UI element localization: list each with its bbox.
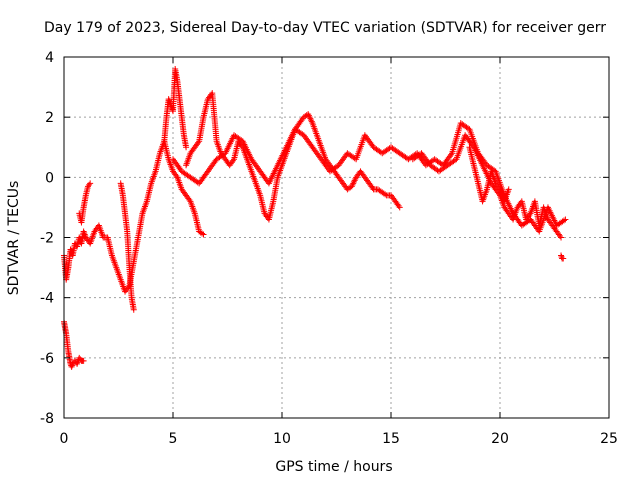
series-track-c xyxy=(76,180,94,226)
axis-ticks xyxy=(63,56,610,419)
grid-lines xyxy=(64,57,609,418)
series-track-a xyxy=(61,138,207,295)
series-track-h xyxy=(409,132,565,241)
x-tick-label: 15 xyxy=(382,431,400,447)
data-point xyxy=(562,216,569,223)
data-point xyxy=(560,255,567,262)
series-track-e xyxy=(161,66,190,151)
x-tick-label: 5 xyxy=(169,431,178,447)
data-point xyxy=(505,186,512,193)
data-point xyxy=(194,179,201,186)
data-point xyxy=(382,191,389,198)
y-tick-label: -2 xyxy=(40,231,54,247)
y-axis-label: SDTVAR / TECUs xyxy=(6,181,22,296)
x-axis-label: GPS time / hours xyxy=(275,459,392,475)
series-track-b xyxy=(61,318,87,370)
y-tick-label: 0 xyxy=(45,170,54,186)
data-point xyxy=(183,144,190,151)
x-tick-label: 25 xyxy=(600,431,618,447)
data-point xyxy=(299,131,306,138)
data-point xyxy=(560,217,567,224)
data-point xyxy=(199,230,206,237)
y-tick-label: 2 xyxy=(45,110,54,126)
y-tick-labels: -8 -6 -4 -2 0 2 4 xyxy=(40,50,54,427)
x-tick-labels: 0 5 10 15 20 25 xyxy=(60,431,618,447)
y-tick-label: -4 xyxy=(40,291,54,307)
y-tick-label: -6 xyxy=(40,351,54,367)
chart-title: Day 179 of 2023, Sidereal Day-to-day VTE… xyxy=(44,20,606,36)
y-tick-label: -8 xyxy=(40,411,54,427)
series-track-g xyxy=(170,120,569,235)
data-point xyxy=(558,234,565,241)
x-tick-label: 20 xyxy=(491,431,509,447)
data-point xyxy=(417,151,424,158)
data-point xyxy=(130,306,137,313)
data-point xyxy=(200,231,207,238)
x-tick-label: 0 xyxy=(60,431,69,447)
data-point xyxy=(87,180,94,187)
data-point xyxy=(396,204,403,211)
x-tick-label: 10 xyxy=(273,431,291,447)
data-point xyxy=(334,163,341,170)
data-point xyxy=(438,161,445,168)
data-point xyxy=(80,357,87,364)
data-points xyxy=(61,66,569,370)
series-track-i xyxy=(466,144,512,205)
series-track-j xyxy=(558,252,567,262)
series-track-d xyxy=(117,180,137,313)
y-tick-label: 4 xyxy=(45,50,54,66)
